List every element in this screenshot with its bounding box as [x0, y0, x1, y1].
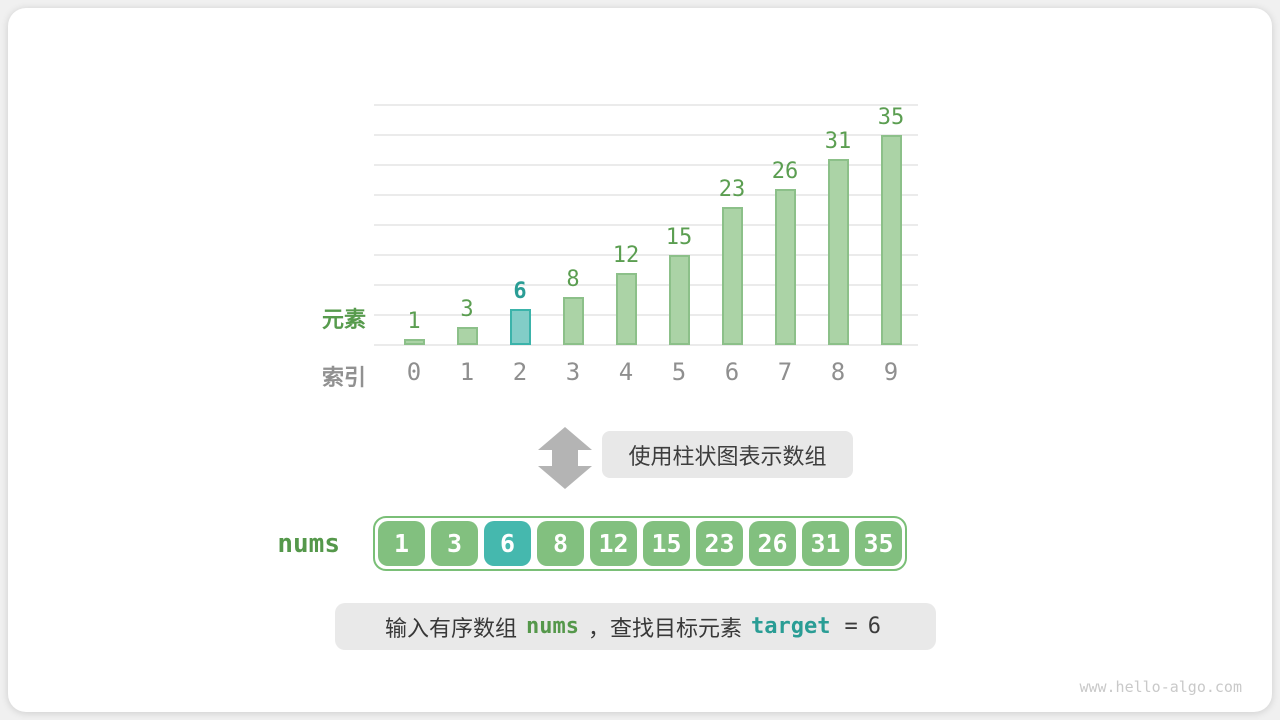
site-watermark: www.hello-algo.com [1079, 678, 1242, 696]
bar-value-label: 23 [718, 177, 746, 202]
bar-value-label: 26 [771, 159, 799, 184]
caption-equals: = [844, 614, 858, 639]
array-cell: 8 [537, 521, 584, 566]
bar [456, 327, 478, 345]
index-axis-row: 0 1 2 3 4 5 6 7 8 9 [374, 358, 918, 388]
array-cell: 15 [643, 521, 690, 566]
gridline [374, 194, 918, 196]
element-axis-label: 元素 [321, 307, 366, 332]
index-tick-label: 1 [459, 358, 475, 386]
bar-value-label-highlighted: 6 [513, 279, 527, 304]
bar-value-label: 1 [407, 309, 421, 334]
index-tick-label: 9 [883, 358, 899, 386]
gridline [374, 134, 918, 136]
index-tick-label: 3 [565, 358, 581, 386]
caption-target-value: 6 [867, 614, 881, 639]
gridline [374, 254, 918, 256]
gridline [374, 284, 918, 286]
array-cell: 3 [431, 521, 478, 566]
array-cell: 26 [749, 521, 796, 566]
transform-note: 使用柱状图表示数组 [602, 431, 853, 478]
bar-highlighted [509, 309, 531, 345]
index-tick-label: 6 [724, 358, 740, 386]
bar-chart-plot-area: 1 3 6 8 12 15 23 26 31 35 [374, 104, 918, 346]
array-cell: 12 [590, 521, 637, 566]
bar [827, 159, 849, 345]
caption: 输入有序数组 nums ，查找目标元素 target = 6 [335, 603, 936, 650]
double-vertical-arrow-icon [538, 427, 592, 489]
array-cell-highlighted: 6 [484, 521, 531, 566]
bar [562, 297, 584, 345]
bar [615, 273, 637, 345]
bar-value-label: 3 [460, 297, 474, 322]
bar-value-label: 35 [877, 105, 905, 130]
caption-text-find: ，查找目标元素 [588, 615, 743, 641]
gridline [374, 314, 918, 316]
gridline [374, 104, 918, 106]
index-tick-label: 5 [671, 358, 687, 386]
index-tick-label: 7 [777, 358, 793, 386]
caption-text-input: 输入有序数组 [385, 615, 518, 641]
array-cell: 1 [378, 521, 425, 566]
bar [403, 339, 425, 345]
nums-array-label: nums [277, 529, 340, 559]
bar [668, 255, 690, 345]
bar-value-label: 15 [665, 225, 693, 250]
caption-code-target: target [751, 614, 831, 639]
index-tick-label: 4 [618, 358, 634, 386]
bar-value-label: 31 [824, 129, 852, 154]
bar [721, 207, 743, 345]
bar-value-label: 12 [612, 243, 640, 268]
index-axis-label: 索引 [321, 365, 366, 390]
index-tick-label: 0 [406, 358, 422, 386]
index-tick-label: 2 [512, 358, 528, 386]
caption-code-nums: nums [526, 614, 579, 639]
figure-card [8, 8, 1272, 712]
array-cell: 35 [855, 521, 902, 566]
bar-value-label: 8 [566, 267, 580, 292]
array-cell: 23 [696, 521, 743, 566]
index-tick-label: 8 [830, 358, 846, 386]
array-cell: 31 [802, 521, 849, 566]
gridline [374, 344, 918, 346]
gridline [374, 224, 918, 226]
nums-array-container: 1 3 6 8 12 15 23 26 31 35 [373, 516, 907, 571]
bar [774, 189, 796, 345]
bar [880, 135, 902, 345]
gridline [374, 164, 918, 166]
